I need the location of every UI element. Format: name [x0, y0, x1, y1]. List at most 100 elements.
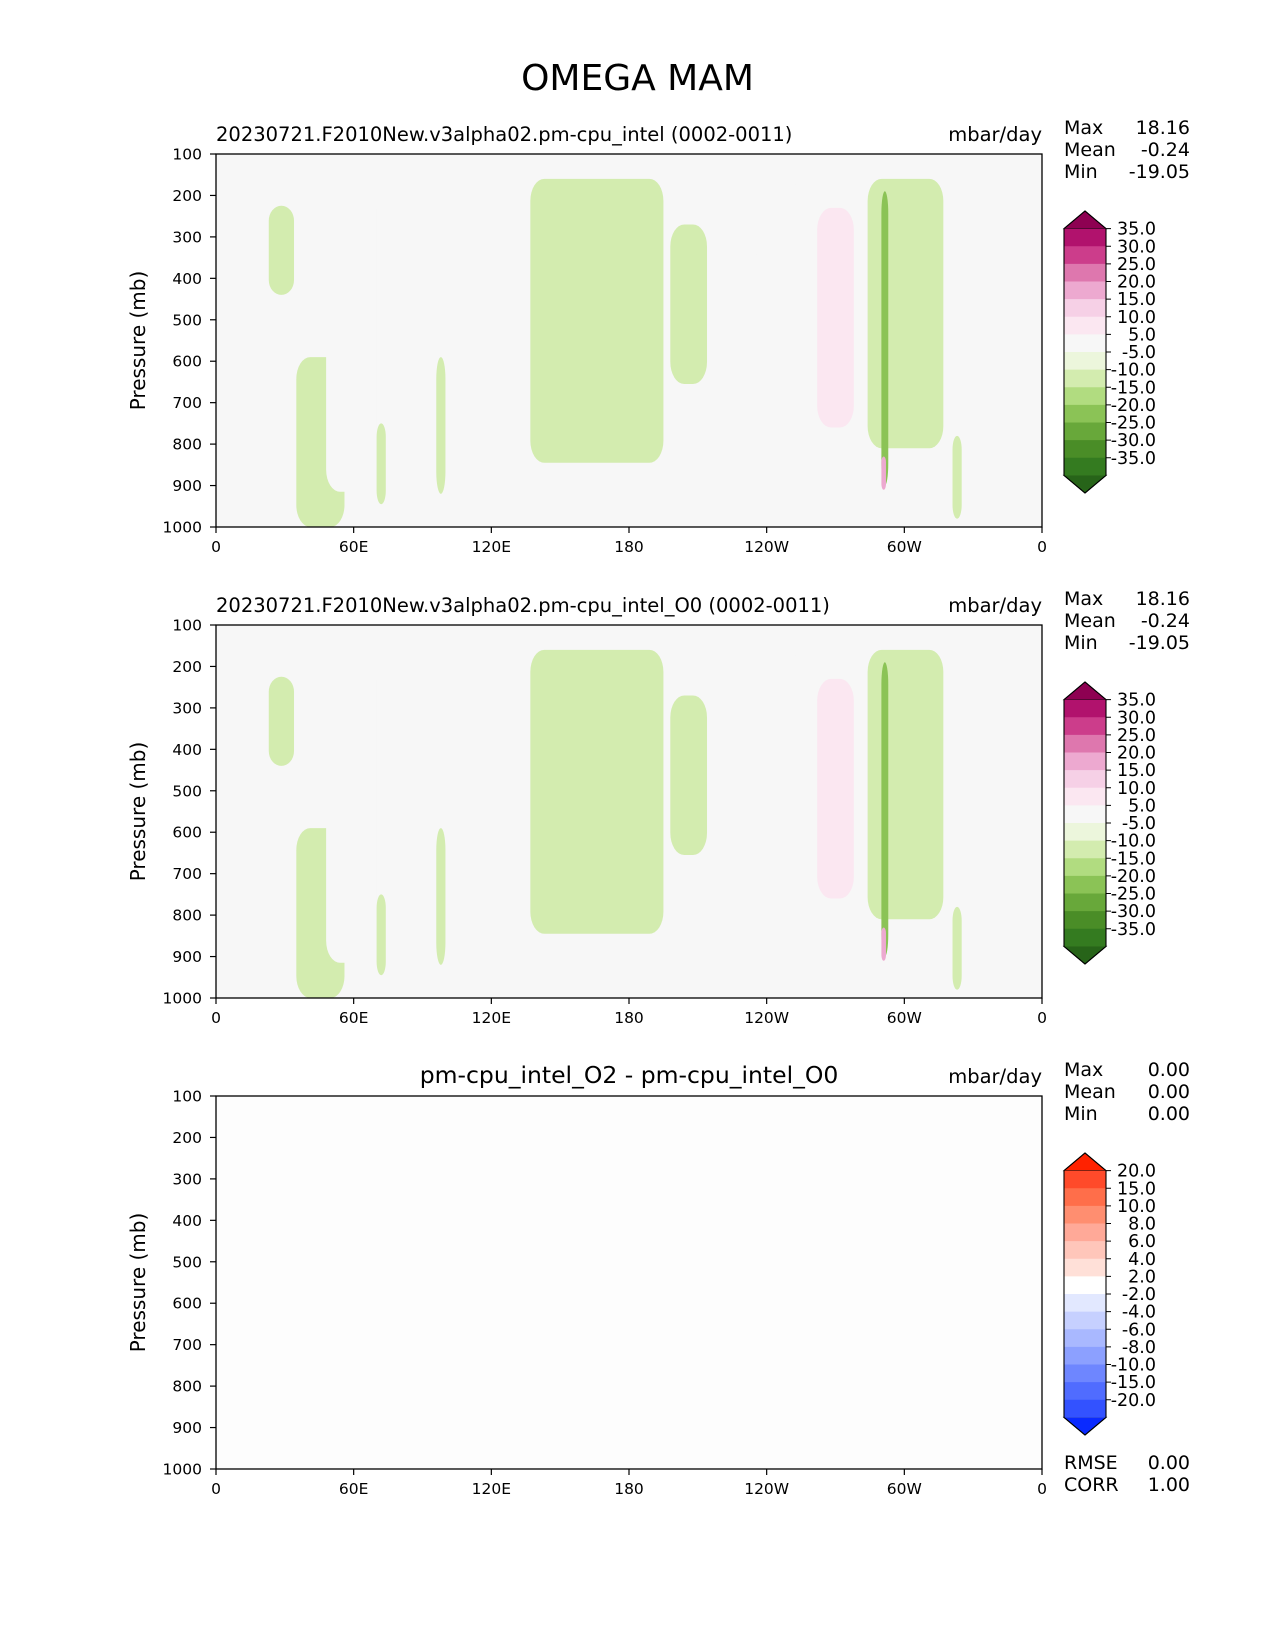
y-tick-label: 300	[172, 1170, 202, 1188]
x-tick-label: 0	[211, 1480, 221, 1498]
y-tick-label: 500	[172, 782, 202, 800]
x-tick-label: 120E	[472, 1480, 511, 1498]
colorbar-tick-label: 35.0	[1117, 220, 1156, 240]
field-region-13	[817, 207, 854, 428]
x-tick-label: 120W	[744, 1480, 789, 1498]
colorbar-band	[1064, 1205, 1106, 1224]
colorbar-band	[1064, 369, 1106, 388]
field-region-16	[881, 191, 889, 486]
x-tick-label: 180	[614, 1009, 644, 1027]
colorbar: 35.030.025.020.015.010.05.0-5.0-10.0-15.…	[1062, 681, 1156, 965]
field-region-4	[326, 187, 377, 492]
colorbar-tick-label: -25.0	[1111, 885, 1156, 905]
y-tick-label: 400	[172, 741, 202, 759]
colorbar-tick-label: -35.0	[1111, 920, 1156, 940]
colorbar-band	[1064, 928, 1106, 947]
colorbar-tick-label: -20.0	[1111, 396, 1156, 416]
field-region-17	[881, 927, 886, 961]
field-region-1	[216, 193, 249, 492]
colorbar-tick-label: 35.0	[1117, 691, 1156, 711]
colorbar-tick-label: 20.0	[1117, 273, 1156, 293]
colorbar-tick-label: -2.0	[1122, 1285, 1156, 1305]
colorbar-band	[1064, 352, 1106, 371]
y-tick-label: 800	[172, 907, 202, 925]
colorbar-band	[1064, 1258, 1106, 1277]
y-tick-label: 200	[172, 187, 202, 205]
colorbar-band	[1064, 1241, 1106, 1260]
stat-value: 18.16	[1136, 588, 1190, 610]
field-region-7	[376, 894, 386, 976]
y-tick-label: 500	[172, 1253, 202, 1271]
extra-stat-label: RMSE	[1064, 1452, 1118, 1474]
y-tick-label: 700	[172, 1336, 202, 1354]
colorbar-band	[1064, 734, 1106, 753]
stat-value: -0.24	[1141, 610, 1190, 632]
colorbar-band	[1064, 457, 1106, 476]
colorbar-band	[1064, 893, 1106, 912]
colorbar-tick-label: 8.0	[1128, 1215, 1156, 1235]
field-region-5	[411, 232, 421, 329]
y-tick-label: 200	[172, 1129, 202, 1147]
colorbar-tick-label: -5.0	[1122, 343, 1156, 363]
colorbar-band	[1064, 805, 1106, 824]
colorbar-extend-top	[1062, 681, 1108, 701]
field-region-17	[881, 456, 886, 490]
field-region-2	[268, 205, 295, 295]
y-tick-label: 1000	[163, 1461, 202, 1479]
y-tick-label: 100	[172, 146, 202, 164]
y-axis-label: Pressure (mb)	[126, 742, 150, 882]
colorbar-band	[1064, 246, 1106, 265]
field-region-4	[326, 658, 377, 963]
field-region-18	[952, 906, 962, 990]
colorbar-tick-label: 10.0	[1117, 308, 1156, 328]
stat-label: Max	[1064, 1059, 1103, 1081]
colorbar-band	[1064, 1276, 1106, 1295]
extra-stat-value: 1.00	[1148, 1474, 1190, 1496]
field-region-10	[670, 224, 708, 385]
stat-value: 0.00	[1148, 1103, 1190, 1125]
colorbar-band	[1064, 316, 1106, 335]
figure-title: OMEGA MAM	[521, 58, 754, 99]
colorbar-tick-label: -4.0	[1122, 1303, 1156, 1323]
colorbar-band	[1064, 1311, 1106, 1330]
field-region-16	[881, 662, 889, 957]
colorbar-tick-label: 6.0	[1128, 1232, 1156, 1252]
y-tick-label: 600	[172, 353, 202, 371]
colorbar-tick-label: 15.0	[1117, 290, 1156, 310]
x-tick-label: 0	[211, 1009, 221, 1027]
colorbar-tick-label: -5.0	[1122, 814, 1156, 834]
colorbar-band	[1064, 263, 1106, 282]
x-tick-label: 60E	[339, 1009, 369, 1027]
x-tick-label: 60W	[887, 538, 922, 556]
y-tick-label: 600	[172, 824, 202, 842]
field-region-14	[856, 290, 870, 494]
colorbar-extend-bottom	[1062, 945, 1108, 965]
colorbar-tick-label: 30.0	[1117, 237, 1156, 257]
colorbar-tick-label: -30.0	[1111, 902, 1156, 922]
stat-label: Mean	[1064, 139, 1116, 161]
colorbar-band	[1064, 334, 1106, 353]
colorbar-tick-label: 2.0	[1128, 1267, 1156, 1287]
field-region-6	[436, 315, 448, 356]
colorbar-tick-label: -20.0	[1111, 1391, 1156, 1411]
colorbar-band	[1064, 281, 1106, 300]
stat-label: Min	[1064, 632, 1098, 654]
colorbar-band	[1064, 1188, 1106, 1207]
colorbar-extend-top	[1062, 1152, 1108, 1172]
field-layer	[216, 649, 1042, 998]
colorbar-band	[1064, 787, 1106, 806]
colorbar-tick-label: -35.0	[1111, 449, 1156, 469]
extra-stat-label: CORR	[1064, 1474, 1119, 1496]
panel-title: 20230721.F2010New.v3alpha02.pm-cpu_intel…	[216, 123, 792, 146]
field-region-11	[746, 724, 783, 957]
colorbar-tick-label: -10.0	[1111, 832, 1156, 852]
y-tick-label: 100	[172, 1088, 202, 1106]
panel-2: 0 60E 120E 180 120W 60W 0 100 200 300 400 500 600 700…	[126, 588, 1190, 1027]
units-label: mbar/day	[948, 594, 1042, 617]
x-tick-label: 0	[1037, 1009, 1047, 1027]
x-tick-label: 60W	[887, 1009, 922, 1027]
field-region-5	[411, 703, 421, 800]
colorbar: 35.030.025.020.015.010.05.0-5.0-10.0-15.…	[1062, 210, 1156, 494]
y-tick-label: 700	[172, 394, 202, 412]
y-tick-label: 500	[172, 311, 202, 329]
